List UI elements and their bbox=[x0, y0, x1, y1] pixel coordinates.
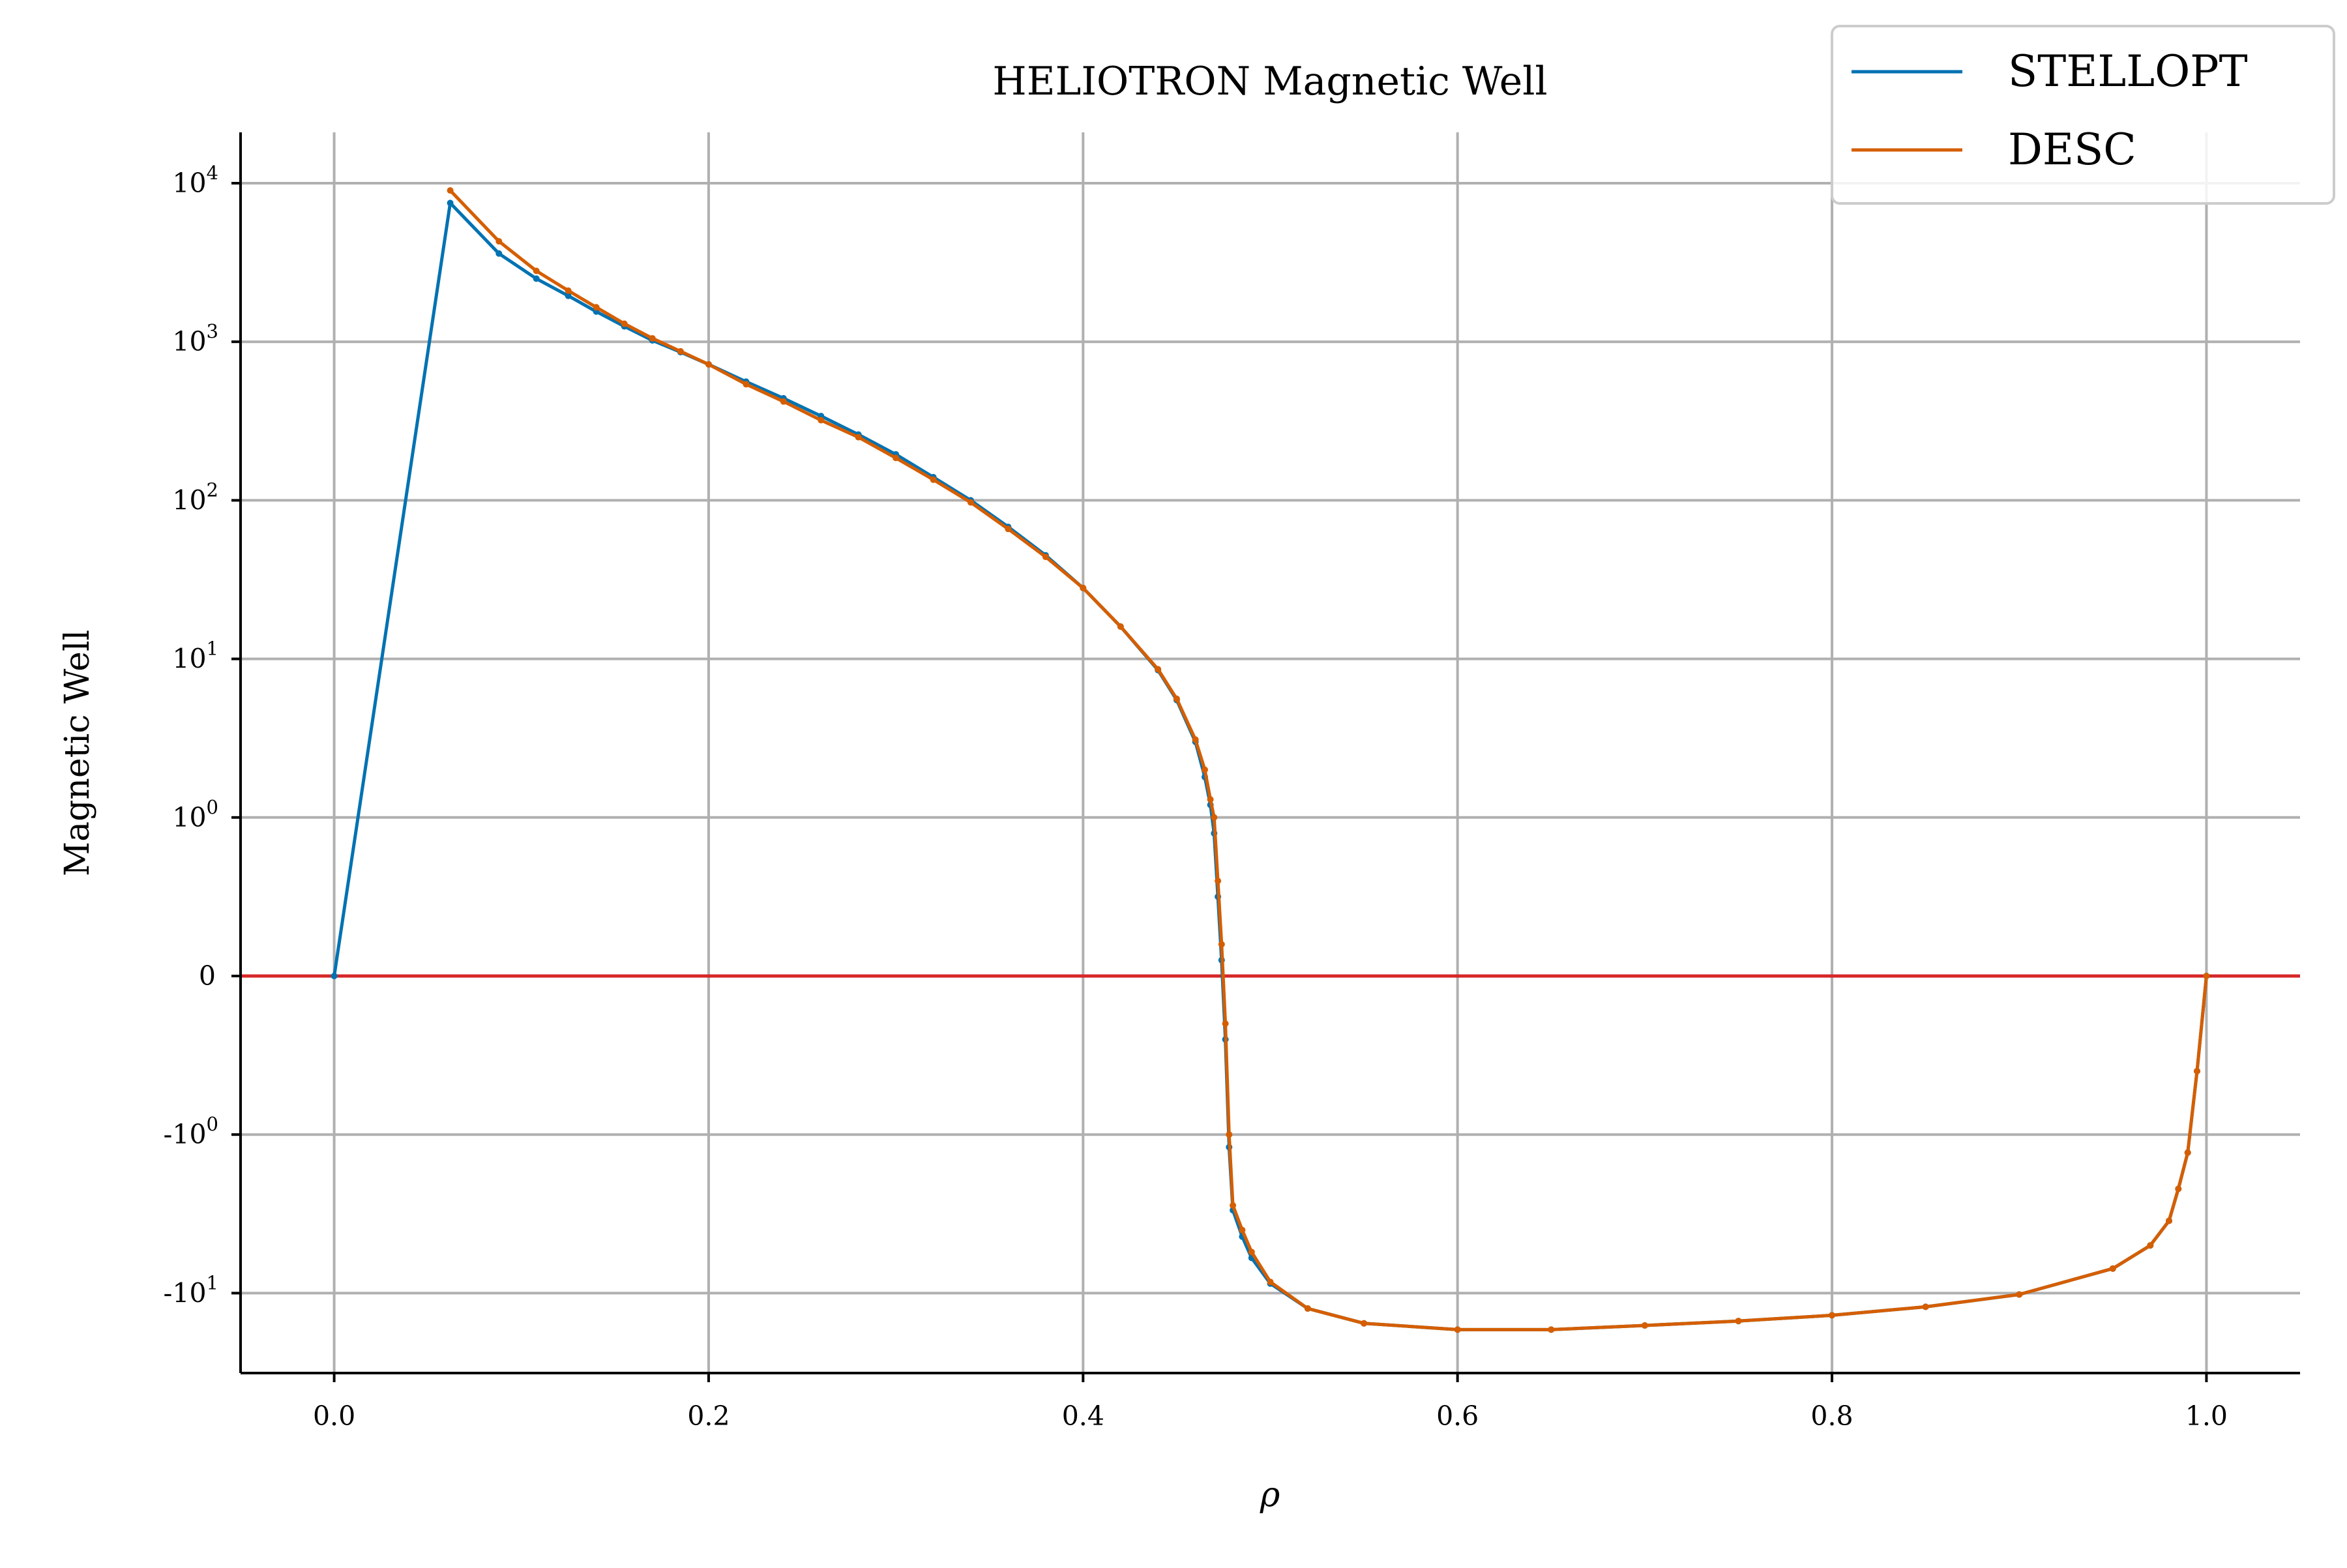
y-tick-label: 104 bbox=[172, 162, 218, 199]
data-point-stellopt bbox=[447, 200, 454, 207]
data-point-desc bbox=[677, 348, 684, 355]
data-point-desc bbox=[1239, 1226, 1246, 1234]
data-point-desc bbox=[1230, 1202, 1237, 1209]
data-point-desc bbox=[2203, 973, 2210, 979]
x-tick-label: 0.6 bbox=[1436, 1400, 1479, 1432]
data-point-desc bbox=[1173, 695, 1180, 702]
x-tick-label: 0.0 bbox=[313, 1400, 355, 1432]
data-point-desc bbox=[1222, 1020, 1229, 1027]
data-point-desc bbox=[1218, 941, 1225, 948]
data-point-desc bbox=[705, 361, 712, 368]
data-point-desc bbox=[1829, 1312, 1835, 1319]
data-point-stellopt bbox=[495, 250, 503, 257]
legend: STELLOPT DESC bbox=[1831, 25, 2335, 205]
data-point-desc bbox=[1207, 796, 1214, 803]
data-point-desc bbox=[1248, 1249, 1255, 1256]
data-point-desc bbox=[1042, 554, 1049, 561]
data-point-desc bbox=[967, 499, 974, 506]
data-point-desc bbox=[2016, 1291, 2023, 1298]
data-point-desc bbox=[930, 476, 937, 483]
series-line-desc bbox=[449, 189, 2208, 1331]
x-axis-label: ρ bbox=[1260, 1475, 1280, 1515]
data-point-desc bbox=[2194, 1067, 2200, 1074]
data-point-desc bbox=[1117, 623, 1124, 630]
data-point-desc bbox=[1215, 878, 1222, 885]
data-point-desc bbox=[893, 454, 900, 462]
data-point-desc bbox=[1192, 736, 1199, 743]
y-tick-label: 101 bbox=[172, 638, 218, 675]
data-point-desc bbox=[1155, 666, 1162, 673]
data-point-desc bbox=[1080, 584, 1087, 591]
data-point-desc bbox=[495, 238, 503, 245]
data-point-desc bbox=[621, 320, 628, 327]
data-point-desc bbox=[649, 335, 656, 342]
legend-label-stellopt: STELLOPT bbox=[2008, 46, 2248, 96]
data-point-desc bbox=[1226, 1131, 1233, 1138]
data-point-desc bbox=[1202, 766, 1208, 773]
y-tick-label: 103 bbox=[172, 320, 218, 357]
data-point-desc bbox=[780, 398, 787, 405]
data-point-desc bbox=[1005, 525, 1012, 533]
data-point-desc bbox=[818, 417, 825, 424]
legend-label-desc: DESC bbox=[2008, 125, 2136, 175]
data-point-desc bbox=[2147, 1242, 2154, 1249]
data-point-desc bbox=[447, 187, 454, 194]
data-point-desc bbox=[2166, 1217, 2172, 1224]
data-point-desc bbox=[565, 287, 572, 294]
data-point-stellopt bbox=[533, 275, 540, 282]
data-point-desc bbox=[2175, 1185, 2182, 1192]
data-point-desc bbox=[1735, 1318, 1742, 1325]
data-point-desc bbox=[743, 381, 750, 388]
x-tick-label: 1.0 bbox=[2185, 1400, 2228, 1432]
y-tick-label: -100 bbox=[164, 1113, 218, 1150]
grid-lines bbox=[241, 132, 2300, 1373]
data-point-desc bbox=[1267, 1279, 1274, 1286]
y-tick-label: 0 bbox=[199, 960, 216, 992]
data-point-desc bbox=[1304, 1305, 1311, 1312]
data-point-desc bbox=[855, 434, 862, 441]
data-point-desc bbox=[1454, 1326, 1461, 1333]
x-tick-label: 0.4 bbox=[1062, 1400, 1104, 1432]
data-point-desc bbox=[1922, 1303, 1929, 1310]
data-point-desc bbox=[1361, 1320, 1368, 1327]
data-point-desc bbox=[533, 267, 540, 274]
x-tick-label: 0.8 bbox=[1810, 1400, 1853, 1432]
chart-title: HELIOTRON Magnetic Well bbox=[992, 59, 1547, 104]
y-tick-label: 102 bbox=[172, 479, 218, 516]
x-tick-label: 0.2 bbox=[687, 1400, 730, 1432]
y-tick-label: -101 bbox=[164, 1271, 218, 1309]
data-point-desc bbox=[593, 304, 600, 311]
data-point-desc bbox=[2109, 1265, 2116, 1272]
data-point-desc bbox=[1211, 814, 1218, 821]
data-point-desc bbox=[2184, 1149, 2191, 1156]
data-point-desc bbox=[1548, 1326, 1555, 1333]
data-point-stellopt bbox=[331, 973, 338, 979]
data-point-desc bbox=[1641, 1322, 1648, 1329]
y-tick-label: 100 bbox=[172, 796, 218, 833]
y-axis-ticks: 104 103 102 101 100 0 -100 -101 bbox=[164, 162, 241, 1309]
y-axis-label: Magnetic Well bbox=[58, 630, 97, 876]
x-axis-ticks: 0.0 0.2 0.4 0.6 0.8 1.0 bbox=[313, 1373, 2228, 1432]
data-point-stellopt bbox=[565, 292, 572, 299]
series-layer bbox=[331, 187, 2210, 1333]
